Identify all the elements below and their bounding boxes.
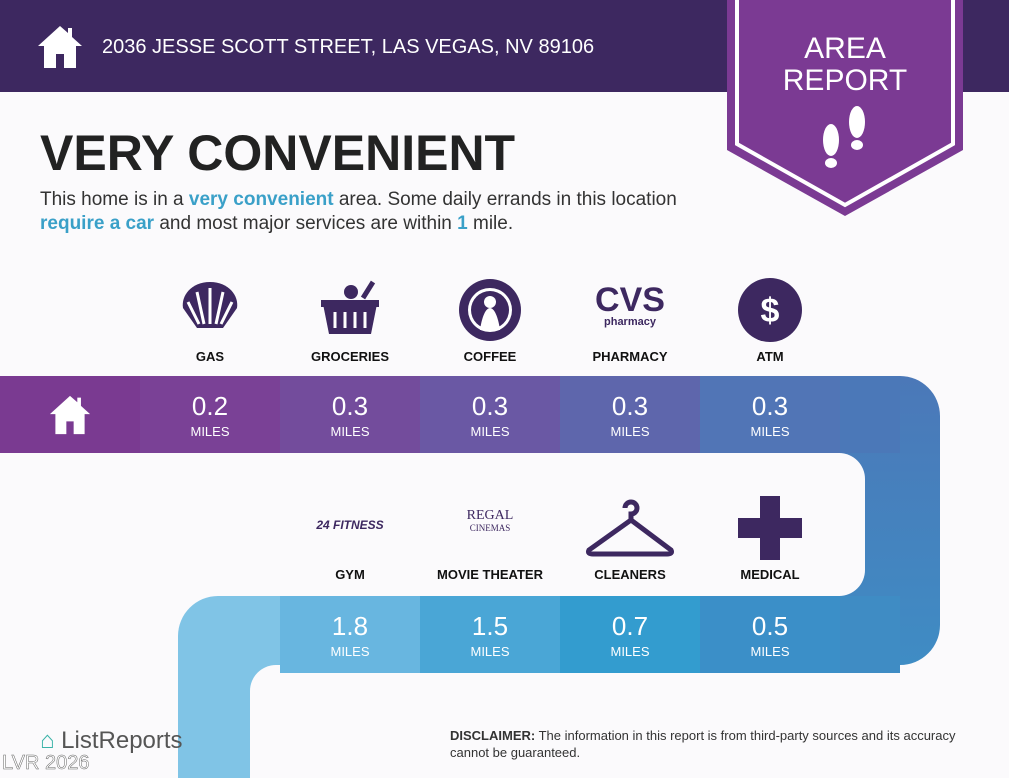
- distance-unit: MILES: [330, 424, 370, 439]
- home-icon: [49, 395, 91, 435]
- category-label: PHARMACY: [592, 349, 668, 364]
- address: 2036 JESSE SCOTT STREET, LAS VEGAS, NV 8…: [102, 36, 595, 58]
- distance-cell: 0.3 MILES: [420, 376, 560, 453]
- distance-unit: MILES: [190, 424, 230, 439]
- home-icon: [38, 26, 82, 68]
- distance-value: 0.2: [191, 391, 229, 421]
- distance-cell: 0.7 MILES: [560, 596, 700, 673]
- category-label: MEDICAL: [740, 567, 800, 582]
- badge-line1: AREA: [804, 32, 886, 65]
- distance-value: 0.3: [751, 391, 789, 421]
- cvs-icon: CVS pharmacy: [595, 281, 665, 328]
- distance-cell: 0.3 MILES: [560, 376, 700, 453]
- category-label: CLEANERS: [594, 567, 666, 582]
- shell-icon: [140, 278, 280, 339]
- category-label: GROCERIES: [310, 349, 389, 364]
- listreports-logo: ⌂ ListReports: [40, 727, 183, 754]
- distance-value: 0.5: [751, 611, 789, 641]
- distance-unit: MILES: [750, 644, 790, 659]
- distance-value: 1.8: [331, 611, 369, 641]
- distance-unit: MILES: [470, 424, 510, 439]
- distance-unit: MILES: [610, 424, 650, 439]
- cross-icon: [700, 496, 840, 565]
- distance-cell: 0.5 MILES: [700, 596, 840, 673]
- distance-unit: MILES: [330, 644, 370, 659]
- fitness-icon: 24 FITNESS: [316, 518, 384, 532]
- category-label: GYM: [335, 567, 365, 582]
- distance-value: 0.3: [611, 391, 649, 421]
- distance-unit: MILES: [610, 644, 650, 659]
- distance-value: 0.3: [471, 391, 509, 421]
- path-segment: [840, 376, 900, 453]
- distance-cell: 0.3 MILES: [280, 376, 420, 453]
- category-label: GAS: [195, 349, 225, 364]
- distance-cell: 1.8 MILES: [280, 596, 420, 673]
- watermark: LVR 2026: [2, 752, 90, 775]
- area-report-badge: AREA REPORT: [727, 0, 963, 216]
- badge-line2: REPORT: [783, 64, 907, 97]
- distance-cell: 0.2 MILES: [140, 376, 280, 453]
- distance-value: 1.5: [471, 611, 509, 641]
- disclaimer: DISCLAIMER: The information in this repo…: [450, 728, 956, 760]
- starbucks-icon: [420, 278, 560, 347]
- distance-unit: MILES: [470, 644, 510, 659]
- hanger-icon: [560, 496, 700, 563]
- distance-value: 0.3: [331, 391, 369, 421]
- category-label: COFFEE: [463, 349, 517, 364]
- path-gap: [250, 665, 290, 778]
- path-segment: [840, 596, 900, 673]
- distance-cell: 0.3 MILES: [700, 376, 840, 453]
- category-label: MOVIE THEATER: [437, 567, 543, 582]
- distance-unit: MILES: [750, 424, 790, 439]
- distance-cell: 1.5 MILES: [420, 596, 560, 673]
- dollar-icon: $: [700, 278, 840, 347]
- footprints-icon: [823, 106, 865, 168]
- regal-icon: REGAL CINEMAS: [466, 508, 514, 534]
- description: This home is in a very convenient area. …: [40, 189, 677, 234]
- basket-icon: [280, 278, 420, 343]
- category-label: ATM: [756, 349, 784, 364]
- svg-text:$: $: [761, 292, 780, 330]
- distance-value: 0.7: [611, 611, 649, 641]
- page-title: VERY CONVENIENT: [40, 125, 516, 181]
- home-cell: [0, 376, 140, 453]
